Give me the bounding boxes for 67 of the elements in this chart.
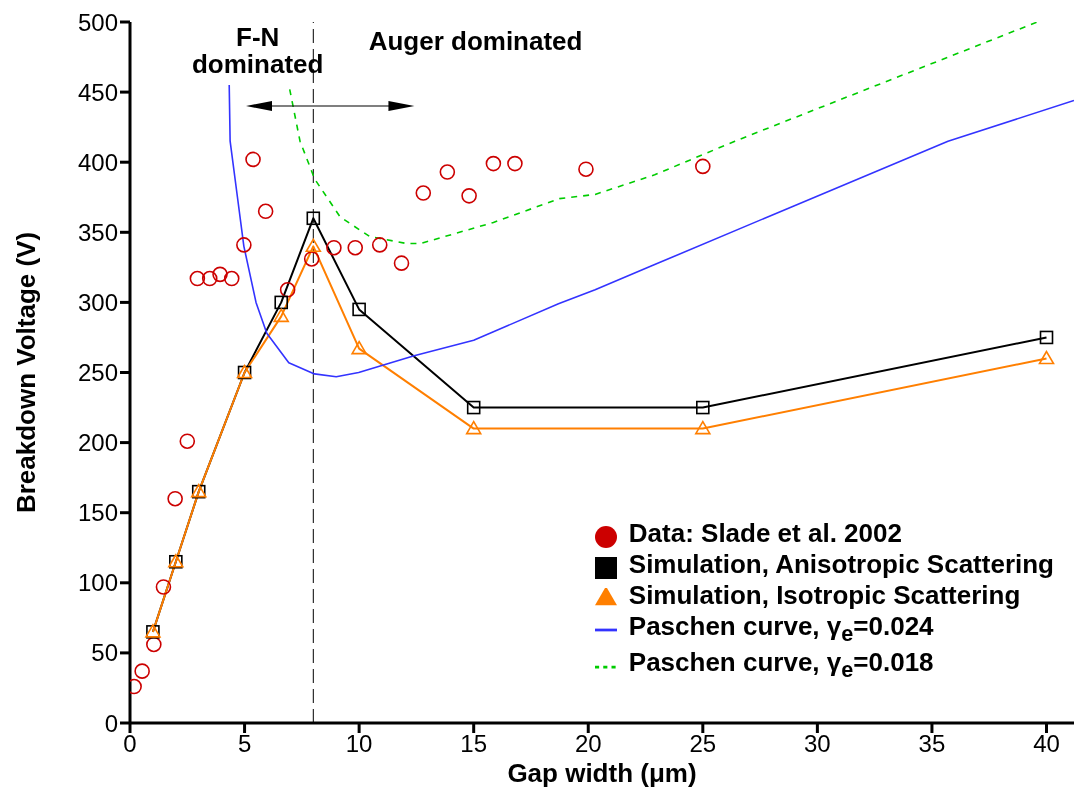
legend-label: Paschen curve, γ$_{e}$=0.024 bbox=[628, 610, 934, 646]
y-tick-label: 150 bbox=[77, 499, 118, 527]
point bbox=[351, 340, 367, 355]
point bbox=[134, 663, 150, 679]
point bbox=[465, 420, 482, 435]
x-tick-label: 5 bbox=[237, 730, 252, 758]
y-tick-label: 350 bbox=[77, 218, 118, 246]
legend-label: Paschen curve, γ$_{e}$=0.018 bbox=[628, 646, 934, 682]
point bbox=[415, 185, 432, 201]
point bbox=[393, 255, 410, 271]
point bbox=[696, 400, 710, 415]
point bbox=[466, 400, 481, 415]
point bbox=[507, 155, 523, 172]
annotation: Auger dominated bbox=[368, 26, 583, 56]
point bbox=[274, 295, 289, 310]
point bbox=[179, 433, 196, 449]
point bbox=[303, 251, 320, 267]
point bbox=[257, 203, 274, 220]
x-tick-label: 15 bbox=[460, 730, 488, 758]
legend-label: Simulation, Anisotropic Scattering bbox=[628, 548, 1054, 579]
point bbox=[352, 302, 366, 317]
point bbox=[273, 308, 290, 323]
point bbox=[155, 579, 172, 595]
point bbox=[461, 188, 477, 204]
y-tick-label: 400 bbox=[77, 148, 118, 176]
annotation: F-N dominated bbox=[191, 22, 324, 79]
x-tick-label: 0 bbox=[123, 730, 137, 758]
point bbox=[347, 239, 364, 256]
point bbox=[212, 266, 228, 283]
point bbox=[326, 239, 342, 256]
y-tick-label: 0 bbox=[104, 709, 118, 737]
point bbox=[439, 164, 456, 180]
x-tick-label: 25 bbox=[689, 730, 717, 758]
y-tick-label: 250 bbox=[77, 359, 118, 387]
x-tick-label: 20 bbox=[574, 730, 602, 758]
x-tick-label: 10 bbox=[345, 730, 373, 758]
x-axis-title: Gap width (μm) bbox=[507, 758, 697, 788]
y-tick-label: 100 bbox=[77, 569, 118, 597]
y-tick-label: 500 bbox=[77, 8, 118, 36]
point bbox=[306, 211, 321, 226]
point bbox=[146, 636, 162, 653]
x-tick-label: 35 bbox=[918, 730, 946, 758]
y-tick-label: 450 bbox=[77, 78, 118, 106]
point bbox=[305, 238, 322, 253]
legend-label: Data: Slade et al. 2002 bbox=[628, 517, 902, 548]
y-tick-label: 200 bbox=[77, 429, 118, 457]
x-tick-label: 30 bbox=[804, 730, 831, 758]
point bbox=[189, 270, 206, 287]
point bbox=[279, 281, 296, 298]
y-axis-title: Breakdown Voltage (V) bbox=[11, 231, 42, 514]
point bbox=[371, 237, 388, 253]
line-series bbox=[228, 84, 1074, 378]
point bbox=[201, 270, 218, 287]
point bbox=[167, 490, 183, 507]
point bbox=[578, 161, 594, 178]
point bbox=[1038, 350, 1055, 365]
point bbox=[223, 270, 240, 287]
legend-label: Simulation, Isotropic Scattering bbox=[628, 579, 1021, 610]
point bbox=[1039, 330, 1054, 345]
point bbox=[695, 420, 711, 435]
x-tick-label: 40 bbox=[1033, 730, 1060, 758]
point bbox=[485, 155, 502, 172]
y-tick-label: 300 bbox=[77, 288, 118, 316]
point bbox=[245, 151, 261, 168]
point bbox=[695, 158, 711, 175]
y-tick-label: 50 bbox=[91, 639, 118, 667]
point bbox=[236, 237, 252, 253]
